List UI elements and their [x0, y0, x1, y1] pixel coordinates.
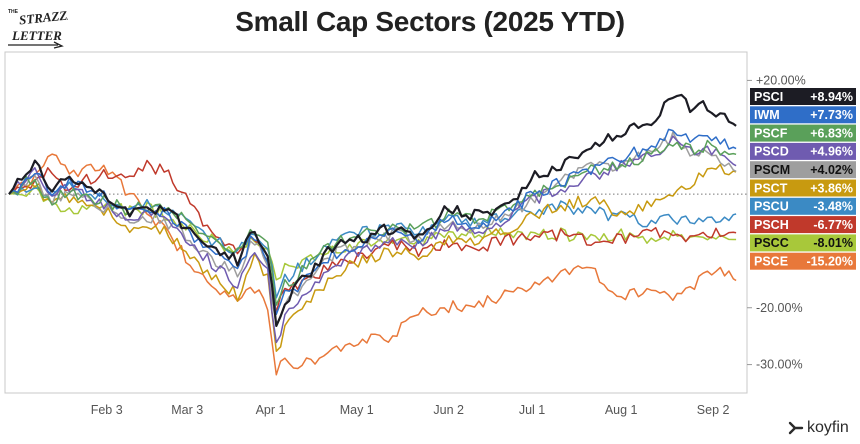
legend-badge-pscm — [750, 161, 856, 179]
series-line-psce — [8, 153, 737, 376]
legend-name-pscu: PSCU — [754, 200, 789, 214]
legend-value-pscf: +6.83% — [810, 126, 853, 140]
legend-badge-pscf — [750, 124, 856, 142]
koyfin-watermark: koyfin — [788, 418, 849, 438]
legend-value-psci: +8.94% — [810, 90, 853, 104]
legend-badge-pscc — [750, 234, 856, 252]
series-line-iwm — [8, 128, 737, 316]
legend-name-psct: PSCT — [754, 181, 788, 195]
x-tick-label: Sep 2 — [697, 403, 730, 417]
legend-badge-psce — [750, 252, 856, 270]
legend-badge-pscu — [750, 197, 856, 215]
legend-badge-psci — [750, 88, 856, 105]
y-tick-label: +20.00% — [756, 73, 806, 87]
koyfin-logo-icon — [788, 421, 804, 435]
logo-line1: STRAZZA — [18, 7, 68, 28]
x-tick-label: Feb 3 — [91, 403, 123, 417]
legend-name-pscf: PSCF — [754, 126, 788, 140]
legend-value-pscc: -8.01% — [813, 236, 853, 250]
x-tick-label: May 1 — [340, 403, 374, 417]
plot-frame — [4, 51, 748, 394]
y-tick-label: -30.00% — [756, 358, 803, 372]
legend-value-pscu: -3.48% — [813, 200, 853, 214]
legend-name-psce: PSCE — [754, 255, 788, 269]
legend-name-psci: PSCI — [754, 90, 783, 104]
series-line-psci — [8, 93, 737, 327]
chart-title: Small Cap Sectors (2025 YTD) — [235, 6, 625, 37]
legend-badge-psct — [750, 179, 856, 197]
legend-value-psch: -6.77% — [813, 218, 853, 232]
legend-name-pscm: PSCM — [754, 163, 790, 177]
y-tick-label: -20.00% — [756, 301, 803, 315]
x-tick-label: Jun 2 — [433, 403, 464, 417]
legend-value-pscm: +4.02% — [810, 163, 853, 177]
x-tick-label: Apr 1 — [256, 403, 286, 417]
legend-value-iwm: +7.73% — [810, 108, 853, 122]
logo-pen-underline — [8, 41, 64, 49]
legend-badge-psch — [750, 216, 856, 234]
strazza-letter-logo: THE STRAZZA LETTER — [8, 7, 68, 49]
logo-small-top: THE — [8, 9, 19, 15]
series-line-psct — [8, 163, 737, 352]
legend-badge-iwm — [750, 106, 856, 124]
legend-value-pscd: +4.96% — [810, 145, 853, 159]
koyfin-text: koyfin — [807, 419, 849, 436]
legend-name-psch: PSCH — [754, 218, 789, 232]
series-line-psch — [8, 159, 737, 314]
legend-value-psct: +3.86% — [810, 181, 853, 195]
x-tick-label: Mar 3 — [171, 403, 203, 417]
legend-name-pscd: PSCD — [754, 145, 789, 159]
x-tick-label: Jul 1 — [519, 403, 545, 417]
legend-name-iwm: IWM — [754, 108, 780, 122]
x-tick-label: Aug 1 — [605, 403, 638, 417]
legend-value-psce: -15.20% — [806, 255, 853, 269]
logo-line2: LETTER — [11, 28, 62, 43]
legend-badge-pscd — [750, 142, 856, 160]
legend-name-pscc: PSCC — [754, 236, 789, 250]
